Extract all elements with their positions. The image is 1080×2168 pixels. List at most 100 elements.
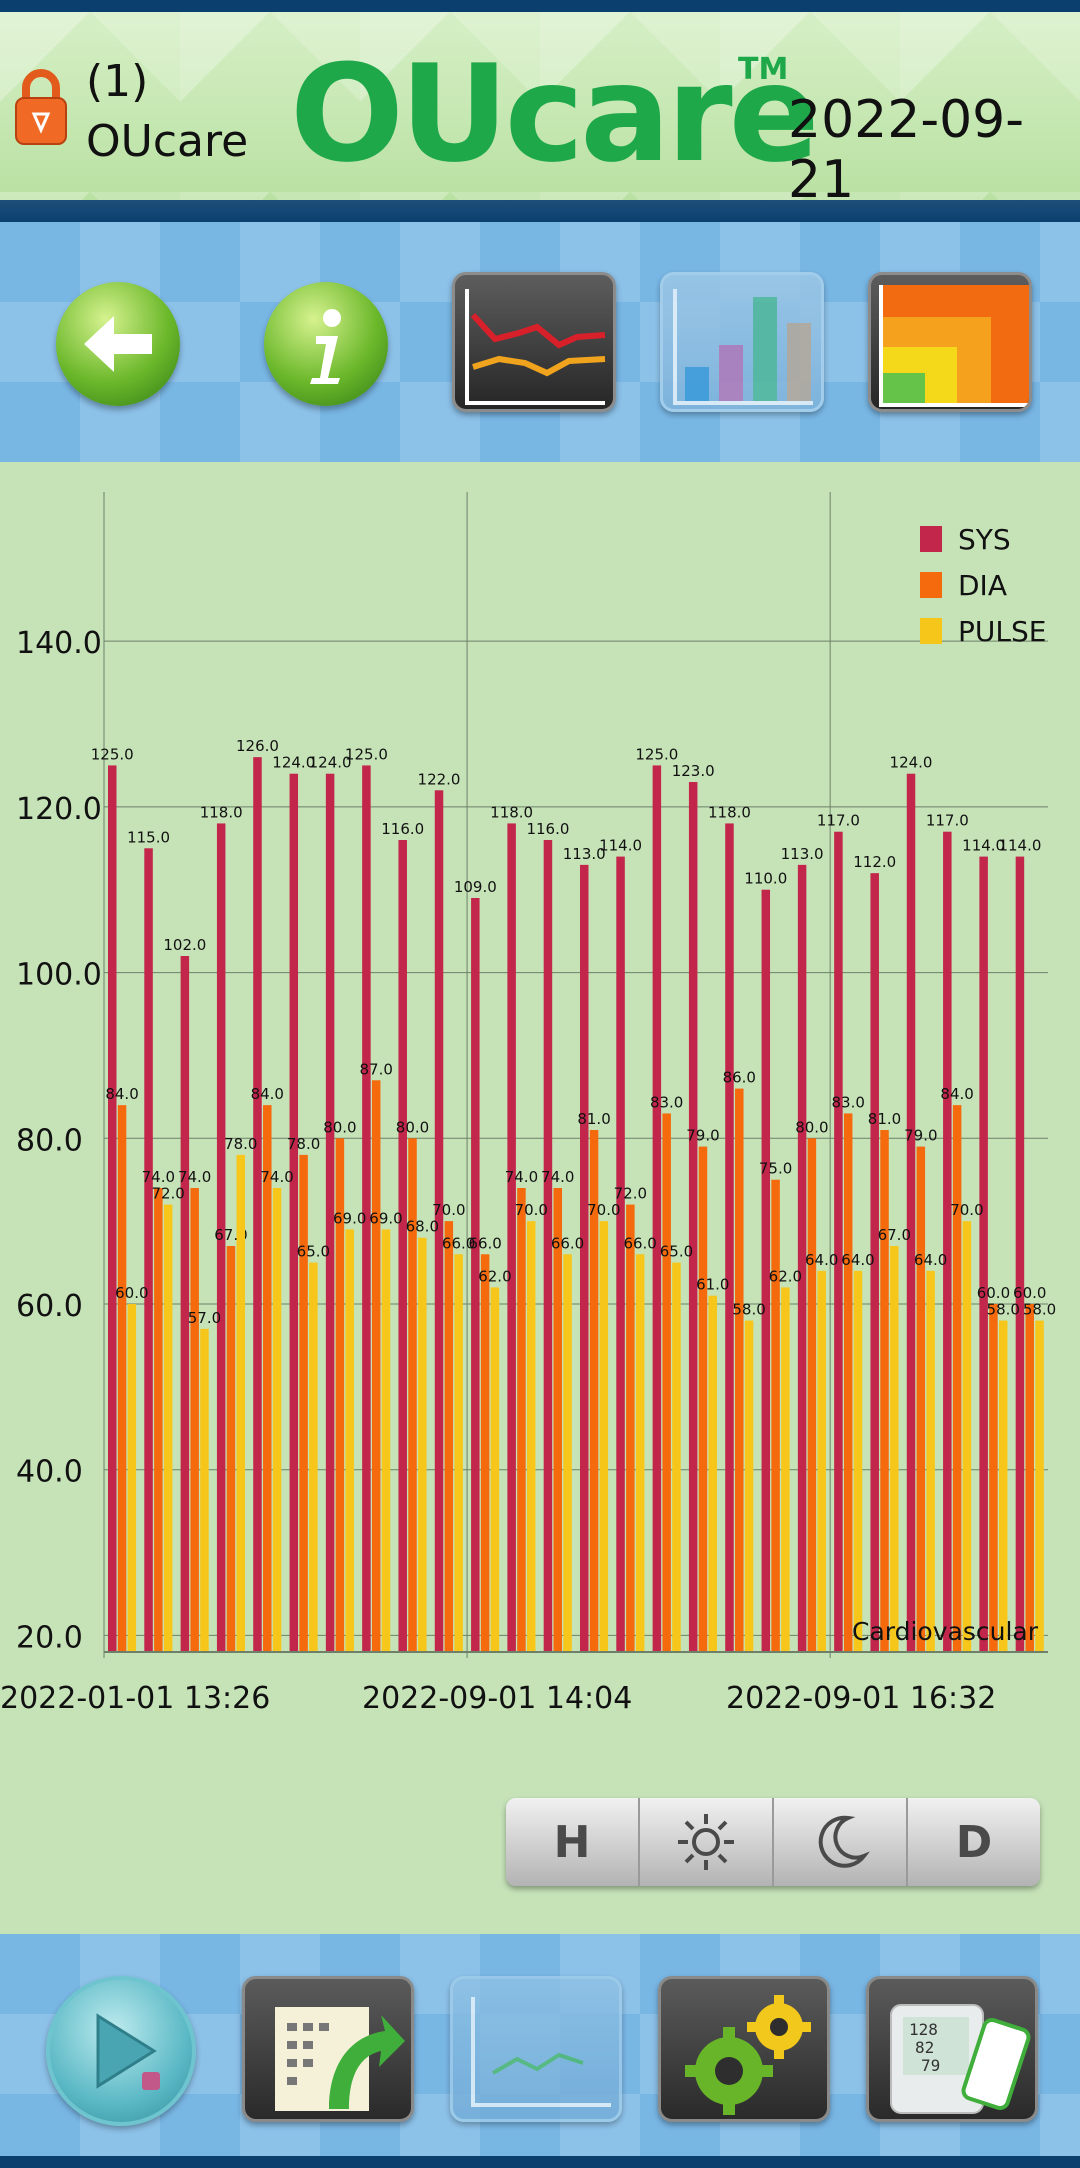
data-label: 70.0 — [587, 1201, 620, 1219]
data-label: 69.0 — [369, 1209, 402, 1227]
bar-pulse — [418, 1237, 427, 1652]
data-label: 68.0 — [406, 1218, 439, 1236]
data-label: 81.0 — [577, 1110, 610, 1128]
data-label: 62.0 — [769, 1267, 802, 1285]
user-name[interactable]: OUcare — [86, 116, 249, 167]
export-button[interactable] — [242, 1976, 414, 2122]
hour-button[interactable]: H — [506, 1798, 640, 1886]
bar-dia — [226, 1246, 236, 1652]
info-button[interactable] — [264, 282, 388, 406]
data-label: 114.0 — [962, 837, 1005, 855]
device-button[interactable]: 128 82 79 — [866, 1976, 1038, 2122]
data-label: 116.0 — [526, 820, 569, 838]
bar-sys — [180, 956, 190, 1652]
data-label: 118.0 — [200, 803, 243, 821]
data-label: 79.0 — [686, 1127, 719, 1145]
settings-button[interactable] — [658, 1976, 830, 2122]
data-label: 83.0 — [650, 1093, 683, 1111]
play-icon — [96, 2013, 160, 2090]
lock-icon[interactable] — [14, 66, 68, 146]
day-button[interactable]: D — [908, 1798, 1040, 1886]
bar-sys — [434, 790, 444, 1652]
night-time-button[interactable] — [774, 1798, 908, 1886]
y-tick-label: 60.0 — [16, 1289, 83, 1324]
bar-sys — [507, 823, 516, 1652]
bar-chart-view-button[interactable] — [660, 272, 824, 412]
y-tick-label: 120.0 — [16, 792, 102, 827]
x-tick-label: 2022-01-01 13:26 — [0, 1681, 270, 1716]
bar-pulse — [236, 1154, 246, 1652]
legend-swatch — [920, 526, 942, 552]
zone-chart-view-button[interactable] — [868, 272, 1032, 412]
brand-logo: OUcare — [290, 36, 820, 192]
data-label: 58.0 — [732, 1301, 765, 1319]
bar-pulse — [526, 1221, 536, 1652]
line-chart-icon — [465, 289, 606, 405]
data-label: 74.0 — [505, 1168, 538, 1186]
data-label: 74.0 — [260, 1168, 293, 1186]
trend-chart-icon — [471, 1997, 611, 2107]
data-label: 60.0 — [1013, 1284, 1046, 1302]
user-id[interactable]: (1) — [86, 56, 149, 107]
bar-pulse — [781, 1287, 790, 1652]
x-tick-label: 2022-09-01 14:04 — [362, 1681, 632, 1716]
day-time-button[interactable] — [640, 1798, 774, 1886]
data-label: 64.0 — [805, 1251, 838, 1269]
legend-label: PULSE — [958, 615, 1046, 648]
bar-dia — [662, 1113, 671, 1652]
bar-dia — [480, 1254, 490, 1652]
bar-dia — [952, 1105, 962, 1652]
bar-dia — [517, 1188, 526, 1652]
trend-button[interactable] — [450, 1976, 622, 2122]
settings-gears-icon — [685, 1995, 811, 2115]
data-label: 110.0 — [744, 870, 787, 888]
bar-dia — [1025, 1304, 1034, 1652]
current-date: 2022-09-21 — [788, 90, 1025, 210]
data-label: 66.0 — [468, 1234, 501, 1252]
data-label: 118.0 — [490, 803, 533, 821]
bar-pulse — [272, 1188, 282, 1652]
y-tick-label: 40.0 — [16, 1455, 83, 1490]
data-label: 72.0 — [151, 1185, 184, 1203]
data-label: 74.0 — [178, 1168, 211, 1186]
y-tick-label: 140.0 — [16, 626, 102, 661]
data-label: 81.0 — [868, 1110, 901, 1128]
data-label: 79.0 — [904, 1127, 937, 1145]
bar-sys — [398, 840, 407, 1652]
data-label: 65.0 — [297, 1243, 330, 1261]
bar-dia — [371, 1080, 381, 1652]
bar-sys — [471, 898, 480, 1652]
data-label: 80.0 — [396, 1118, 429, 1136]
data-label: 62.0 — [478, 1267, 511, 1285]
data-label: 126.0 — [236, 737, 279, 755]
data-label: 75.0 — [759, 1160, 792, 1178]
data-label: 58.0 — [987, 1301, 1020, 1319]
bar-sys — [979, 856, 988, 1652]
play-button[interactable] — [46, 1976, 196, 2126]
data-label: 84.0 — [251, 1085, 284, 1103]
bar-pulse — [200, 1328, 209, 1652]
bottom-navigation: 128 82 79 — [0, 1934, 1080, 2168]
bar-pulse — [672, 1262, 681, 1652]
data-label: 112.0 — [853, 853, 896, 871]
x-tick-label: 2022-09-01 16:32 — [726, 1681, 996, 1716]
bar-pulse — [381, 1229, 391, 1652]
data-label: 66.0 — [551, 1234, 584, 1252]
y-tick-label: 100.0 — [16, 958, 102, 993]
bar-dia — [553, 1188, 562, 1652]
bar-sys — [870, 873, 879, 1652]
bar-sys — [108, 765, 117, 1652]
data-label: 64.0 — [841, 1251, 874, 1269]
data-label: 70.0 — [950, 1201, 983, 1219]
data-label: 115.0 — [127, 828, 170, 846]
data-label: 123.0 — [672, 762, 715, 780]
chart-annotation: Cardiovascular — [852, 1617, 1039, 1646]
bar-sys — [253, 757, 262, 1652]
bar-dia — [444, 1221, 454, 1652]
data-label: 74.0 — [541, 1168, 574, 1186]
bar-sys — [688, 782, 698, 1652]
bar-dia — [626, 1204, 635, 1652]
line-chart-view-button[interactable] — [452, 272, 616, 412]
data-label: 60.0 — [115, 1284, 148, 1302]
back-button[interactable] — [56, 282, 180, 406]
